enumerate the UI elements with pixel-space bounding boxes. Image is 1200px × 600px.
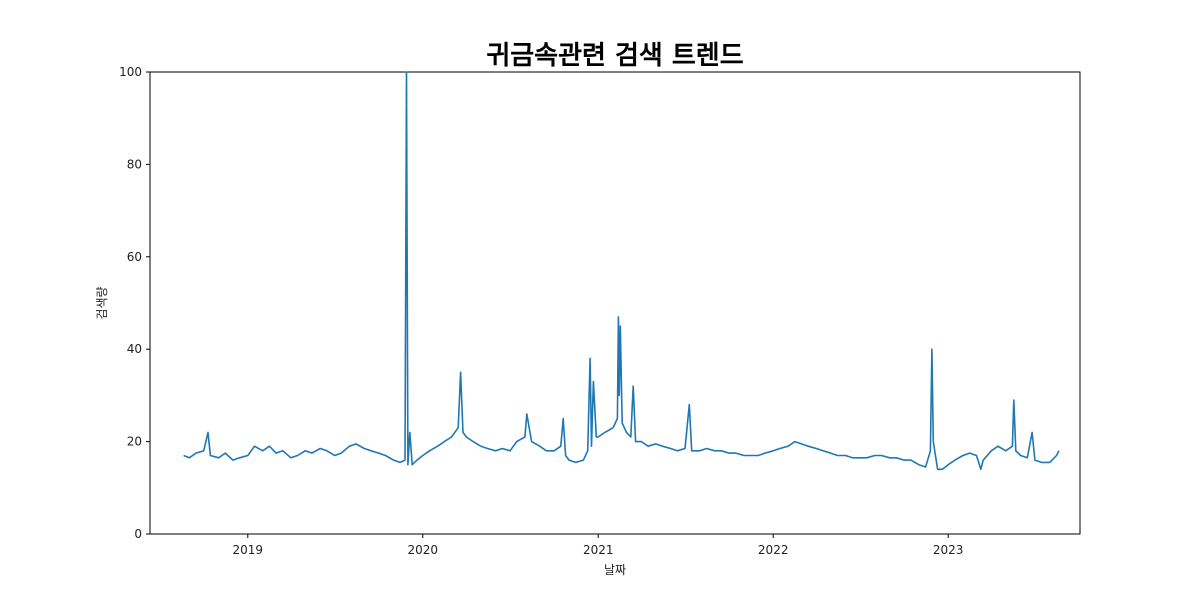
x-axis: 2019 2020 2021 2022 2023 <box>233 534 964 557</box>
x-axis-label: 날짜 <box>604 563 626 577</box>
x-tick-label: 2023 <box>933 543 964 557</box>
y-tick-label: 0 <box>134 527 142 541</box>
chart-title: 귀금속관련 검색 트렌드 <box>486 41 743 71</box>
plot-area <box>149 71 1081 535</box>
y-tick-label: 80 <box>127 157 142 171</box>
y-tick-label: 40 <box>127 342 142 356</box>
x-tick-label: 2021 <box>583 543 614 557</box>
x-tick-label: 2020 <box>407 543 438 557</box>
y-tick-label: 60 <box>127 250 142 264</box>
x-tick-label: 2019 <box>233 543 264 557</box>
x-tick-label: 2022 <box>758 543 789 557</box>
y-tick-label: 100 <box>119 65 142 79</box>
series-layer <box>183 71 1060 471</box>
y-tick-label: 20 <box>127 435 142 449</box>
series-line <box>183 71 1060 471</box>
y-axis-label: 검색량 <box>95 286 109 319</box>
y-axis: 0 20 40 60 80 100 <box>119 65 150 541</box>
